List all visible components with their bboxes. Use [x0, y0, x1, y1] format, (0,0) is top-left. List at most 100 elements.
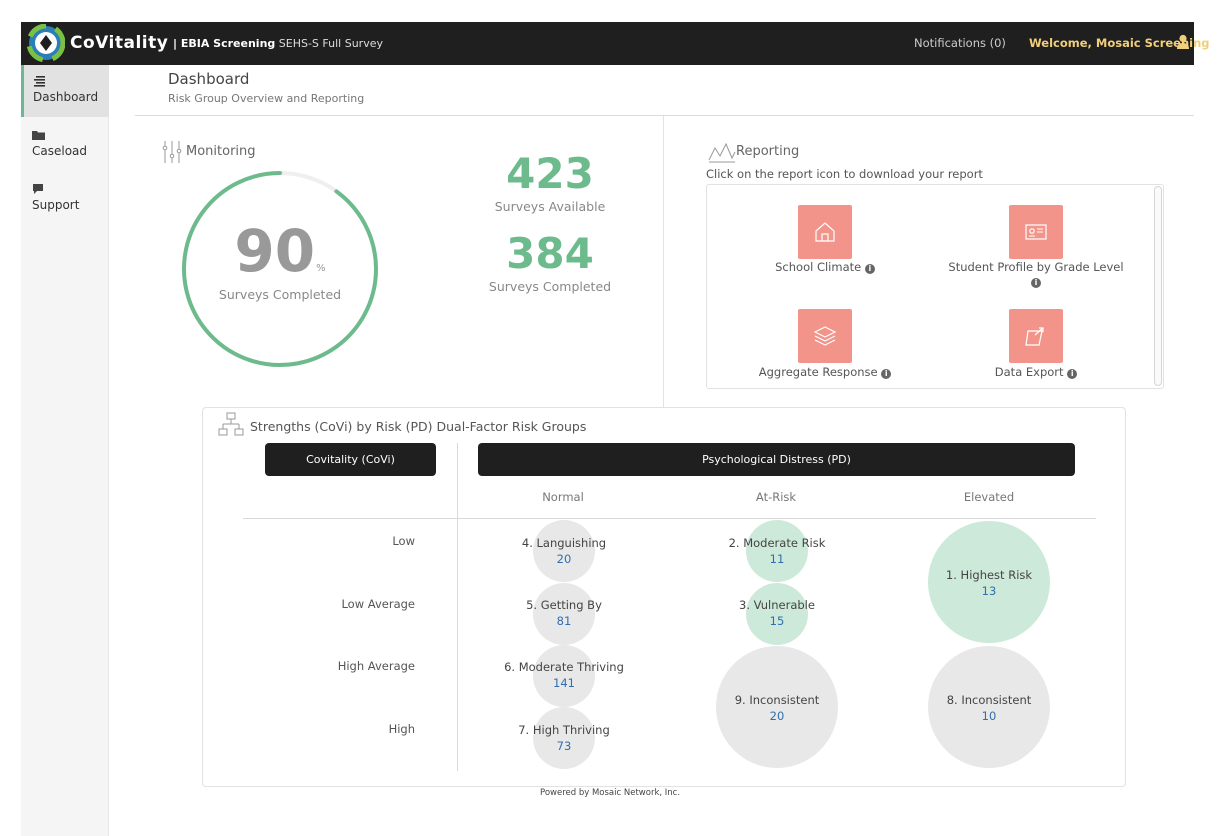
report-student-profile-label[interactable]: Student Profile by Grade Level i — [946, 260, 1126, 288]
grid-divider-vertical — [457, 443, 458, 771]
list-icon — [34, 76, 45, 87]
bubble-inconsistent-at-risk[interactable] — [716, 646, 838, 768]
bubble-inconsistent-elevated[interactable] — [928, 646, 1050, 768]
report-aggregate-response-label[interactable]: Aggregate Response i — [750, 365, 900, 379]
reporting-title: Reporting — [736, 144, 800, 159]
group-high-thriving[interactable]: 7. High Thriving 73 — [479, 722, 649, 754]
percent-sign: % — [316, 263, 326, 274]
house-icon — [815, 222, 835, 242]
id-card-icon — [1025, 224, 1047, 240]
brand-name[interactable]: CoVitality — [70, 33, 169, 53]
group-label: 2. Moderate Risk — [728, 536, 826, 550]
program-label: | EBIA Screening — [173, 37, 276, 50]
layers-icon — [813, 326, 837, 346]
row-high-average: High Average — [337, 659, 415, 673]
covitality-header: Covitality (CoVi) — [265, 443, 436, 476]
header-divider — [135, 115, 1194, 116]
surveys-available-count: 423 — [506, 149, 594, 198]
bubble-moderate-risk[interactable] — [746, 520, 808, 582]
column-elevated: Elevated — [963, 490, 1015, 504]
group-count: 81 — [556, 614, 572, 628]
info-icon[interactable]: i — [881, 369, 892, 379]
sidebar-item-dashboard[interactable]: Dashboard — [21, 65, 109, 117]
group-count: 20 — [556, 552, 572, 566]
bubble-high-thriving[interactable] — [533, 707, 595, 769]
report-data-export-label[interactable]: Data Export i — [966, 365, 1106, 379]
sidebar-item-label: Support — [32, 198, 80, 212]
sidebar-item-support[interactable]: Support — [21, 183, 109, 212]
surveys-completed-count: 384 — [506, 229, 594, 278]
report-aggregate-response-button[interactable] — [798, 309, 852, 363]
group-label: 5. Getting By — [526, 598, 602, 612]
report-label: School Climate — [775, 260, 862, 274]
group-languishing[interactable]: 4. Languishing 20 — [479, 535, 649, 567]
hierarchy-icon — [218, 412, 244, 436]
risk-groups-title: Strengths (CoVi) by Risk (PD) Dual-Facto… — [250, 419, 587, 434]
survey-name: SEHS-S Full Survey — [278, 37, 383, 50]
report-student-profile-button[interactable] — [1009, 205, 1063, 259]
group-moderate-thriving[interactable]: 6. Moderate Thriving 141 — [479, 659, 649, 691]
risk-groups-panel — [202, 407, 1126, 787]
group-label: 9. Inconsistent — [734, 693, 820, 707]
group-label: 1. Highest Risk — [945, 568, 1033, 582]
group-inconsistent-at-risk[interactable]: 9. Inconsistent 20 — [692, 692, 862, 724]
group-count: 141 — [553, 676, 575, 690]
group-highest-risk[interactable]: 1. Highest Risk 13 — [904, 567, 1074, 599]
monitoring-title: Monitoring — [186, 144, 256, 159]
surveys-available-label: Surveys Available — [494, 199, 606, 214]
report-list — [706, 184, 1164, 389]
info-icon[interactable]: i — [864, 264, 875, 274]
covitality-logo-icon[interactable] — [27, 24, 65, 62]
page-subtitle: Risk Group Overview and Reporting — [168, 92, 365, 105]
group-count: 11 — [769, 552, 785, 566]
report-data-export-button[interactable] — [1009, 309, 1063, 363]
chat-icon — [33, 184, 43, 194]
export-icon — [1025, 327, 1044, 346]
survey-subtitle: | EBIA Screening SEHS-S Full Survey — [173, 37, 383, 50]
sidebar-item-label: Caseload — [32, 144, 88, 158]
report-label: Aggregate Response — [758, 365, 878, 379]
bubble-languishing[interactable] — [533, 520, 595, 582]
reporting-subtitle: Click on the report icon to download you… — [706, 167, 983, 181]
row-high: High — [388, 722, 415, 736]
info-icon[interactable]: i — [1067, 369, 1078, 379]
footer-credit: Powered by Mosaic Network, Inc. — [540, 788, 681, 798]
group-label: 6. Moderate Thriving — [504, 660, 624, 674]
section-divider — [663, 116, 664, 408]
report-list-scrollbar[interactable] — [1154, 186, 1162, 386]
bubble-highest-risk[interactable] — [928, 521, 1050, 643]
group-inconsistent-elevated[interactable]: 8. Inconsistent 10 — [904, 692, 1074, 724]
sidebar: Dashboard Caseload Support — [21, 65, 109, 836]
welcome-user-menu[interactable]: Welcome, Mosaic Screening — [1029, 36, 1210, 50]
sidebar-item-caseload[interactable]: Caseload — [21, 129, 109, 158]
bubble-moderate-thriving[interactable] — [533, 645, 595, 707]
report-school-climate-button[interactable] — [798, 205, 852, 259]
grid-divider-horizontal — [243, 518, 1096, 519]
completion-ring-arc — [182, 171, 378, 367]
bubble-vulnerable[interactable] — [746, 583, 808, 645]
info-icon[interactable]: i — [1031, 278, 1041, 288]
report-label: Student Profile by Grade Level — [948, 260, 1124, 274]
completion-percent-value: 90 — [234, 217, 316, 285]
notifications-link[interactable]: Notifications (0) — [914, 36, 1006, 50]
group-label: 7. High Thriving — [518, 723, 610, 737]
row-low: Low — [392, 534, 415, 548]
group-vulnerable[interactable]: 3. Vulnerable 15 — [692, 597, 862, 629]
group-moderate-risk[interactable]: 2. Moderate Risk 11 — [692, 535, 862, 567]
row-low-average: Low Average — [341, 597, 415, 611]
bubble-getting-by[interactable] — [533, 583, 595, 645]
report-school-climate-label[interactable]: School Climate i — [760, 260, 890, 274]
sliders-icon — [162, 141, 182, 163]
surveys-completed-label: Surveys Completed — [488, 279, 612, 294]
group-getting-by[interactable]: 5. Getting By 81 — [479, 597, 649, 629]
group-count: 13 — [981, 584, 997, 598]
page-title: Dashboard — [168, 70, 250, 88]
group-label: 8. Inconsistent — [946, 693, 1032, 707]
sidebar-item-label: Dashboard — [33, 90, 99, 104]
group-count: 10 — [981, 709, 997, 723]
group-count: 20 — [769, 709, 785, 723]
top-navbar: CoVitality | EBIA Screening SEHS-S Full … — [21, 22, 1210, 65]
group-count: 15 — [769, 614, 785, 628]
user-icon[interactable] — [1176, 34, 1190, 50]
group-label: 3. Vulnerable — [739, 598, 815, 612]
